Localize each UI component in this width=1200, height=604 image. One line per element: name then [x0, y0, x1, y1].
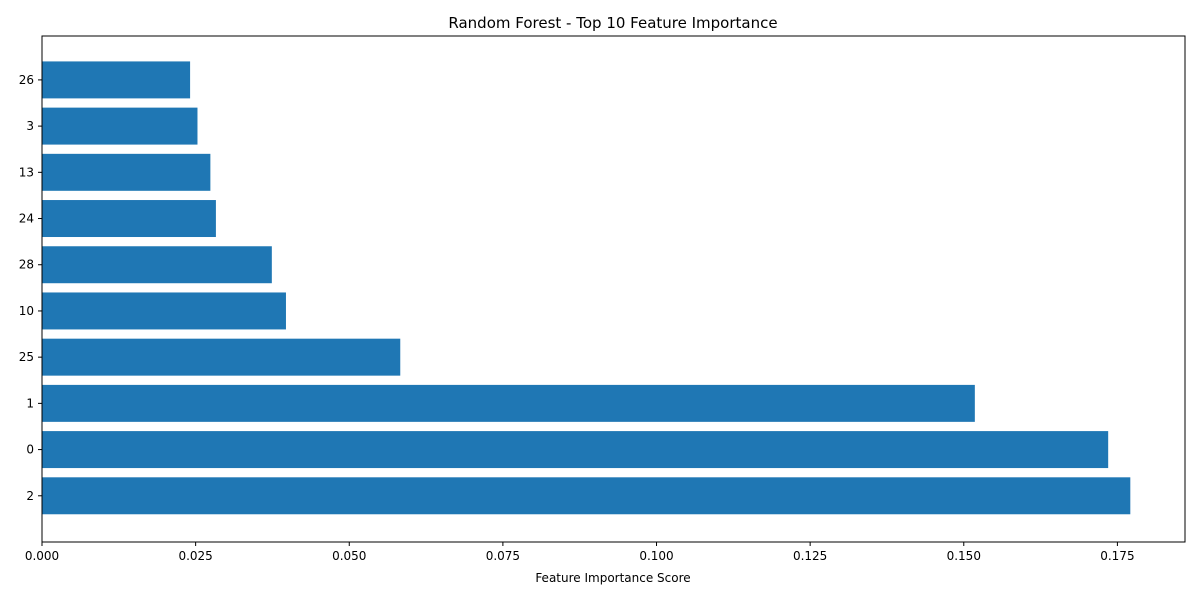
x-tick-label: 0.000 — [25, 549, 59, 563]
y-tick-label: 0 — [26, 443, 34, 457]
y-tick-label: 3 — [26, 119, 34, 133]
y-tick-label: 28 — [19, 258, 34, 272]
y-tick-label: 24 — [19, 212, 34, 226]
y-tick-label: 10 — [19, 304, 34, 318]
chart-title: Random Forest - Top 10 Feature Importanc… — [448, 14, 777, 32]
y-tick-label: 13 — [19, 165, 34, 179]
y-tick-label: 2 — [26, 489, 34, 503]
bar-10 — [42, 292, 286, 330]
bar-3 — [42, 107, 198, 145]
bar-0 — [42, 431, 1109, 469]
axes-layer — [41, 35, 1186, 543]
x-tick-label: 0.075 — [486, 549, 520, 563]
ticks-layer: 2 0 1 25 10 28 24 13 3 26 0.000 0.025 0.050 0.075 0.10… — [19, 73, 1135, 563]
x-axis-label: Feature Importance Score — [535, 571, 690, 585]
x-tick-label: 0.100 — [639, 549, 673, 563]
y-tick-label: 26 — [19, 73, 34, 87]
bar-28 — [42, 246, 272, 284]
y-tick-label: 1 — [26, 396, 34, 410]
x-tick-label: 0.175 — [1100, 549, 1134, 563]
bar-2 — [42, 477, 1131, 515]
plot-frame — [41, 35, 1186, 543]
bar-13 — [42, 153, 211, 191]
x-tick-label: 0.050 — [332, 549, 366, 563]
bar-1 — [42, 384, 975, 422]
x-tick-label: 0.125 — [793, 549, 827, 563]
bar-26 — [42, 61, 191, 99]
bar-25 — [42, 338, 401, 376]
bars-layer — [42, 61, 1131, 515]
x-tick-label: 0.150 — [947, 549, 981, 563]
x-tick-label: 0.025 — [178, 549, 212, 563]
bar-24 — [42, 200, 216, 238]
y-tick-label: 25 — [19, 350, 34, 364]
